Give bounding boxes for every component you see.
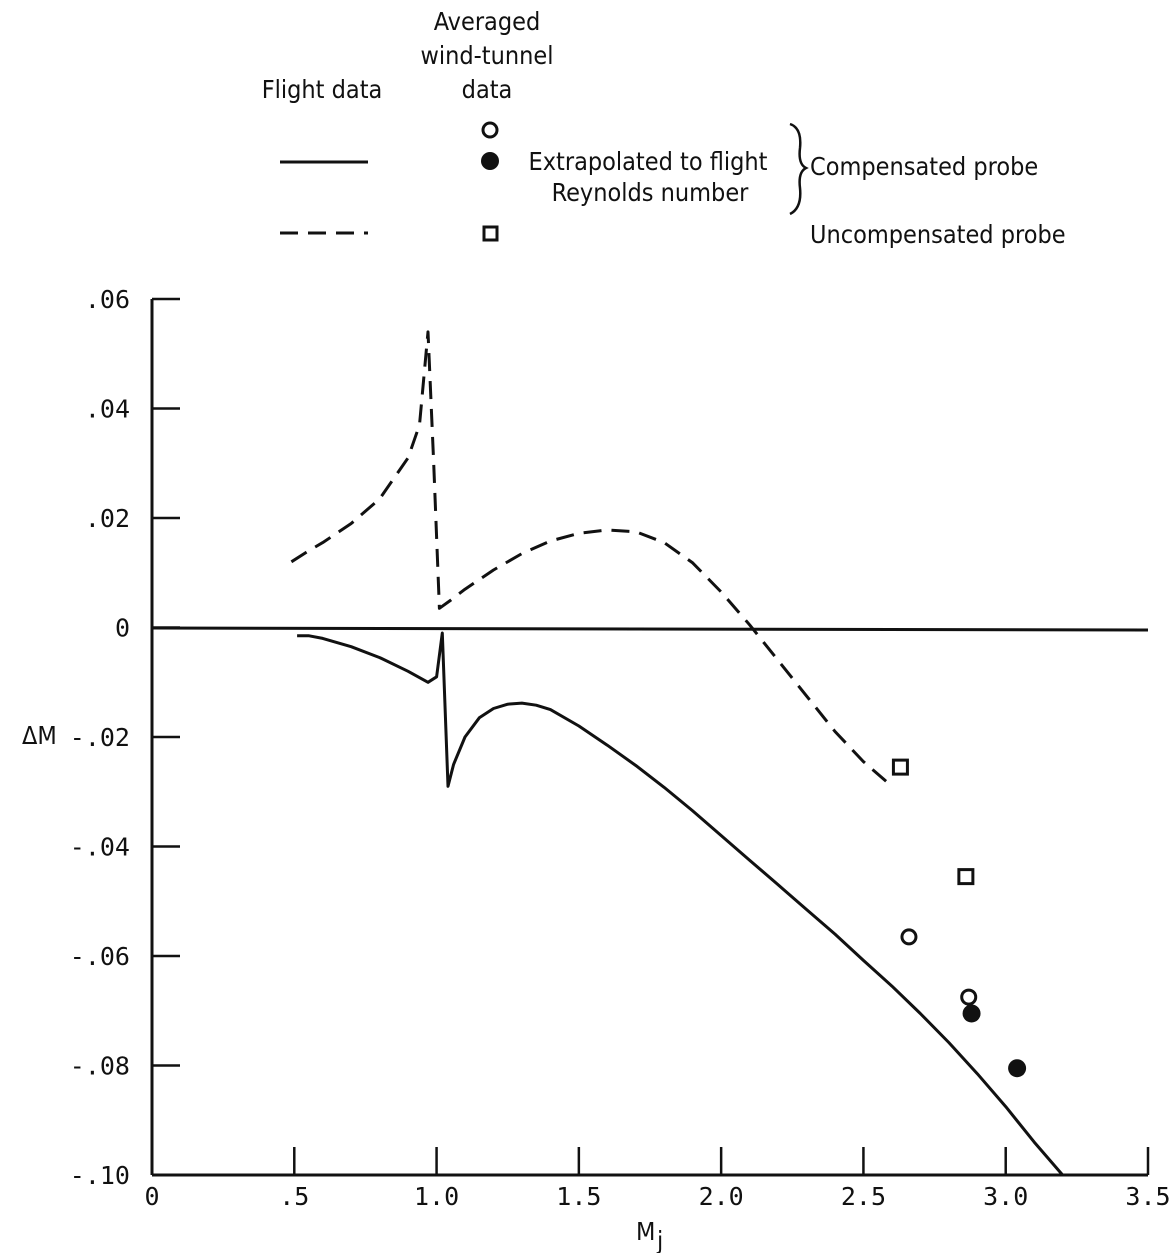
x-tick-label: 1.5 <box>556 1182 601 1211</box>
legend-brace <box>789 122 809 216</box>
x-tick-label: .5 <box>279 1182 309 1211</box>
data-point-open-circle <box>960 988 978 1006</box>
y-tick-label: -.04 <box>70 833 130 862</box>
y-tick-label: -.06 <box>70 942 130 971</box>
legend-filled-circle-marker <box>481 152 499 170</box>
legend-open-square-marker <box>482 225 499 242</box>
legend: Flight data Averaged wind-tunnel data Ex… <box>262 7 1066 249</box>
legend-uncompensated-label: Uncompensated probe <box>810 220 1066 249</box>
x-tick-label: 2.0 <box>699 1182 744 1211</box>
y-axis-label: ΔM <box>22 721 57 750</box>
x-tick-label: 3.5 <box>1125 1182 1170 1211</box>
y-tick-label: .04 <box>85 395 130 424</box>
y-tick-label: 0 <box>115 614 130 643</box>
legend-extrapolated-line-1: Extrapolated to flight <box>529 147 768 176</box>
legend-extrapolated-line-2: Reynolds number <box>552 178 750 207</box>
series-line-compensated-probe <box>297 631 1069 1177</box>
x-tick-label: 0 <box>144 1182 159 1211</box>
data-point-open-square <box>891 758 909 776</box>
data-point-filled-circle <box>962 1004 981 1023</box>
series-layer <box>290 330 1069 1177</box>
data-point-filled-circle <box>1008 1059 1027 1078</box>
zero-line <box>151 626 1149 632</box>
axes <box>150 299 1149 1177</box>
data-point-open-circle <box>900 928 918 946</box>
legend-compensated-label: Compensated probe <box>810 152 1038 181</box>
x-ticks: 0 .5 1.0 1.5 2.0 2.5 3.0 3.5 <box>144 1147 1171 1211</box>
y-ticks: .06 .04 .02 0 -.02 -.04 -.06 -.08 -.10 <box>70 285 180 1190</box>
x-tick-label: 1.0 <box>414 1182 459 1211</box>
data-point-open-square <box>957 868 975 886</box>
x-axis-label-subscript: j <box>656 1226 663 1253</box>
x-axis-label-group: M j <box>636 1217 663 1253</box>
x-tick-label: 3.0 <box>983 1182 1028 1211</box>
y-tick-label: .02 <box>85 504 130 533</box>
legend-header-tunnel-line-3: data <box>462 75 513 104</box>
series-line-uncompensated-probe <box>290 330 893 788</box>
x-axis-label: M <box>636 1217 655 1246</box>
y-tick-label: .06 <box>85 285 130 314</box>
legend-header-flight: Flight data <box>262 75 383 104</box>
y-tick-label: -.02 <box>70 723 130 752</box>
legend-header-tunnel-line-1: Averaged <box>434 7 541 36</box>
y-tick-label: -.10 <box>70 1161 130 1190</box>
legend-header-tunnel-line-2: wind-tunnel <box>421 41 554 70</box>
x-tick-label: 2.5 <box>841 1182 886 1211</box>
legend-open-circle-marker <box>481 121 499 139</box>
y-tick-label: -.08 <box>70 1052 130 1081</box>
